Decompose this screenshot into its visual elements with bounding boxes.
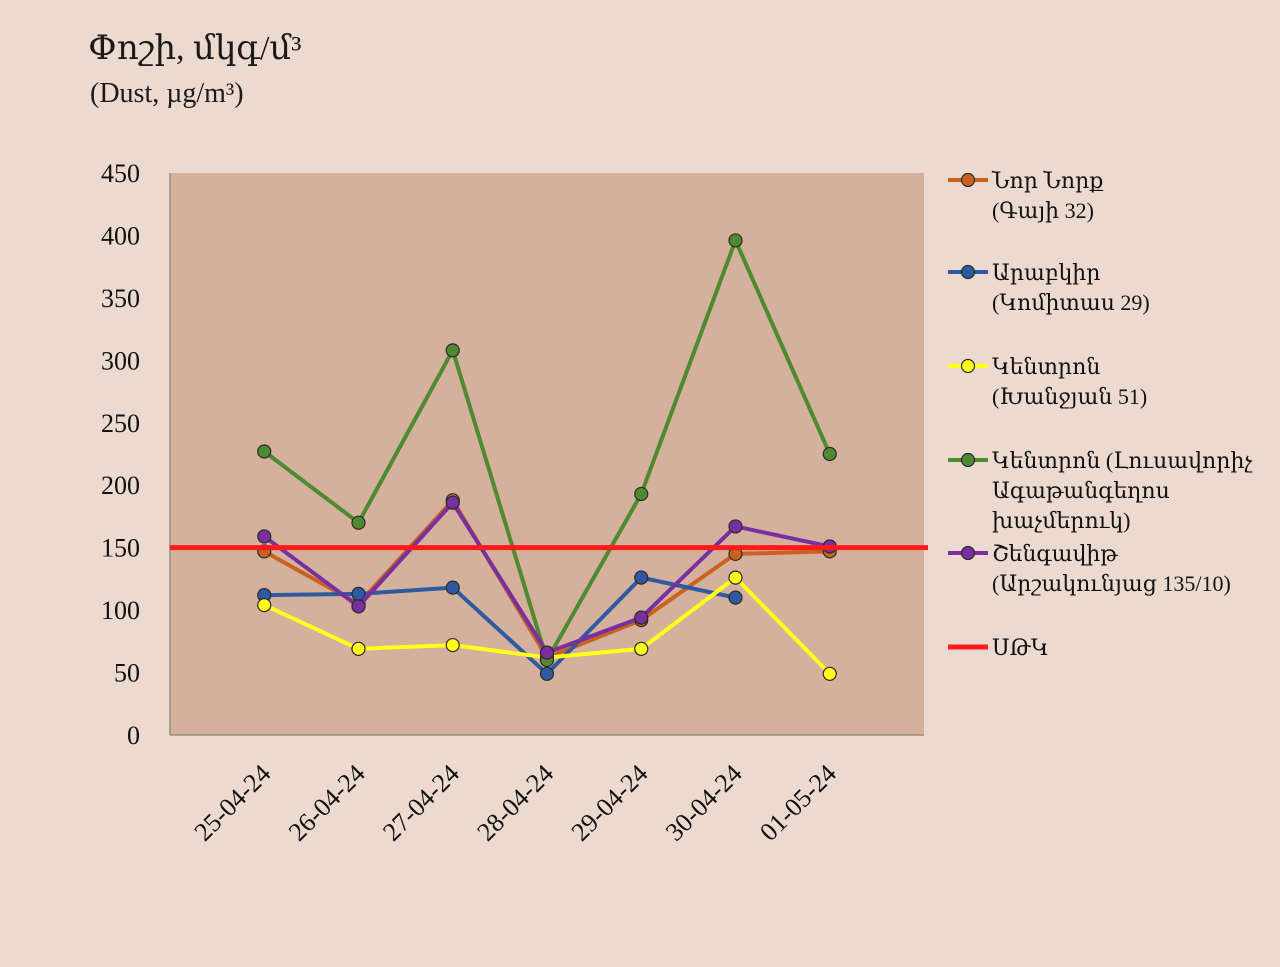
series-5 [257,495,837,660]
series-5-point [634,610,649,625]
legend-label: Շենգավիթ [992,541,1118,566]
series-4 [257,233,837,668]
legend-label: Ագաթանգեղոս [992,478,1170,503]
series-3-point [634,641,649,656]
series-3-point [445,637,460,653]
legend-swatch-marker [960,545,976,561]
series-2-point [539,666,555,681]
y-tick-label: 200 [101,471,140,500]
y-tick-label: 50 [114,659,140,688]
series-4-point [822,446,837,462]
legend-label: Կենտրոն (Լուսավորիչ [992,448,1253,473]
y-tick-label: 400 [101,221,140,250]
legend-label: Կենտրոն [992,354,1100,379]
series-5-point [728,519,743,534]
y-tick-label: 350 [101,284,140,313]
series-layer [257,233,837,681]
y-tick-label: 150 [101,534,140,563]
y-tick-label: 300 [101,346,140,375]
series-3-point [822,666,837,681]
chart-subtitle: (Dust, µg/m³) [90,78,244,109]
x-tick-label: 28-04-24 [471,759,559,847]
legend-label: (Արշակունյաց 135/10) [992,571,1231,596]
x-tick-label: 26-04-24 [283,759,371,847]
legend-label: (Կոմիտաս 29) [992,290,1150,315]
series-3-point [728,570,743,585]
legend-entry-1: Նոր Նորք (Գայի 32) [948,168,1103,223]
series-5-point [351,599,366,614]
legend-swatch-marker [960,452,976,468]
series-2-point [445,580,460,595]
legend-label: Արաբկիր [992,260,1100,285]
legend-entry-4: Կենտրոն (Լուսավորիչ Ագաթանգեղոս խաչմերուկ) [948,448,1253,533]
legend-swatch-marker [960,172,976,188]
x-tick-label: 27-04-24 [377,759,465,847]
series-5-point [257,529,272,544]
x-tick-label: 30-04-24 [660,759,748,847]
legend-entry-reference: ՍԹԿ [948,635,1049,660]
legend-label: (Գայի 32) [992,198,1094,223]
series-4-point [445,343,460,358]
legend-entry-5: Շենգավիթ (Արշակունյաց 135/10) [948,541,1231,596]
series-5-point [539,645,555,660]
y-tick-label: 450 [101,159,140,188]
legend-entry-3: Կենտրոն (Խանջյան 51) [948,354,1147,409]
chart-title: Փոշի, մկգ/մ³ [88,30,302,67]
series-4-point [634,486,649,502]
series-4-point [728,233,743,248]
legend-entry-2: Արաբկիր (Կոմիտաս 29) [948,260,1150,315]
x-tick-label: 29-04-24 [566,759,654,847]
series-2-point [728,590,743,605]
y-tick-label: 250 [101,409,140,438]
legend: Նոր Նորք (Գայի 32) Արաբկիր (Կոմիտաս 29) Կենտ… [948,168,1253,660]
x-tick-label: 25-04-24 [189,759,277,847]
series-4-point [351,515,366,530]
y-tick-label: 0 [127,721,140,750]
series-4-point [257,444,272,459]
series-2-point [634,570,649,585]
legend-label: (Խանջյան 51) [992,384,1147,409]
legend-label: Նոր Նորք [991,168,1103,193]
legend-swatch-marker [960,264,976,280]
x-tick-label: 01-05-24 [754,759,842,847]
series-3-point [351,641,366,656]
y-tick-label: 100 [101,596,140,625]
legend-label: խաչմերուկ) [992,508,1131,533]
series-5-point [445,495,460,510]
legend-swatch-marker [960,358,976,374]
series-3-point [257,598,272,613]
legend-label: ՍԹԿ [992,635,1049,660]
